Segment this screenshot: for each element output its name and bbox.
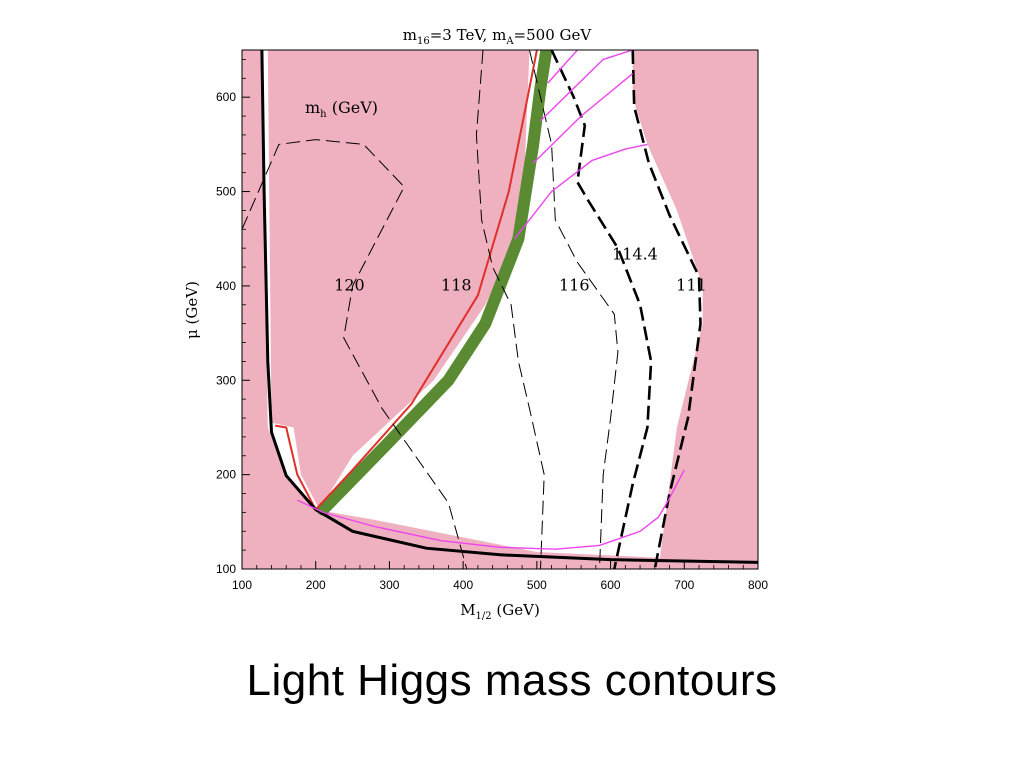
mh-legend-label: mh (GeV): [305, 98, 378, 120]
plot-frame: [241, 49, 759, 570]
m16-value: =3 TeV,: [430, 26, 492, 44]
x-axis-sub: 1/2: [476, 611, 492, 622]
x-axis-main: M: [460, 601, 475, 619]
y-tick-label: 500: [216, 185, 236, 199]
series-magenta-8: [296, 469, 685, 550]
region-excluded-left: [242, 50, 758, 569]
contour-label: 116: [559, 276, 590, 295]
series-magenta-11: [540, 50, 633, 122]
mh-label: m: [305, 98, 320, 117]
axis-ticks: 100 200 300 400 500 600 700 800 100 200 300 400 500 6…: [216, 59, 768, 592]
contour-label: 118: [441, 276, 472, 295]
series-magenta-12: [547, 50, 578, 84]
ma-subscript: A: [505, 36, 514, 47]
x-tick-label: 400: [453, 578, 473, 592]
mh-unit: (GeV): [327, 98, 378, 117]
series-magenta-9: [514, 143, 648, 240]
y-tick-label: 400: [216, 279, 236, 293]
series-red-edge-1: [275, 50, 538, 512]
y-tick-label: 600: [216, 90, 236, 104]
x-tick-label: 100: [232, 578, 252, 592]
y-tick-label: 200: [216, 468, 236, 482]
x-axis-unit: (GeV): [492, 601, 540, 619]
contour-lines: [242, 50, 758, 569]
x-tick-label: 700: [674, 578, 694, 592]
x-tick-label: 600: [601, 578, 621, 592]
x-tick-label: 800: [748, 578, 768, 592]
region-excluded-right: [632, 50, 758, 569]
higgs-contour-plot: 100 200 300 400 500 600 700 800 100 200 300 400 500 6…: [183, 26, 768, 622]
ma-value: =500 GeV: [514, 26, 593, 44]
chart-title: m16=3 TeV, mA=500 GeV: [403, 26, 593, 47]
series-green-band-0: [317, 50, 553, 516]
y-axis-unit: (GeV): [183, 281, 201, 329]
region-excluded-upper: [267, 50, 530, 510]
slide-title: Light Higgs mass contours: [246, 656, 778, 705]
y-tick-label: 300: [216, 373, 236, 387]
y-axis-main: μ: [183, 329, 201, 339]
series-dashed-thin-116-5: [529, 50, 619, 569]
contour-label: 120: [334, 276, 365, 295]
series-dashed-thick-111-7: [631, 50, 702, 569]
ma-label: m: [492, 26, 506, 44]
y-tick-label: 100: [216, 562, 236, 576]
mh-subscript: h: [320, 109, 327, 120]
excluded-regions: [242, 50, 758, 569]
contour-label: 111: [676, 276, 707, 295]
m16-subscript: 16: [417, 36, 430, 47]
y-axis-label: μ (GeV): [183, 281, 201, 339]
contour-label: 114.4: [612, 244, 658, 263]
contour-labels: 120 118 116 114.4 111: [334, 244, 707, 294]
x-tick-label: 500: [527, 578, 547, 592]
x-tick-label: 300: [379, 578, 399, 592]
series-magenta-10: [532, 73, 634, 164]
x-axis-label: M1/2 (GeV): [460, 601, 540, 622]
series-dashed-thin-118-4: [475, 50, 545, 569]
series-dashed-thin-120-3: [242, 139, 468, 569]
x-tick-label: 200: [306, 578, 326, 592]
m16-label: m: [403, 26, 417, 44]
